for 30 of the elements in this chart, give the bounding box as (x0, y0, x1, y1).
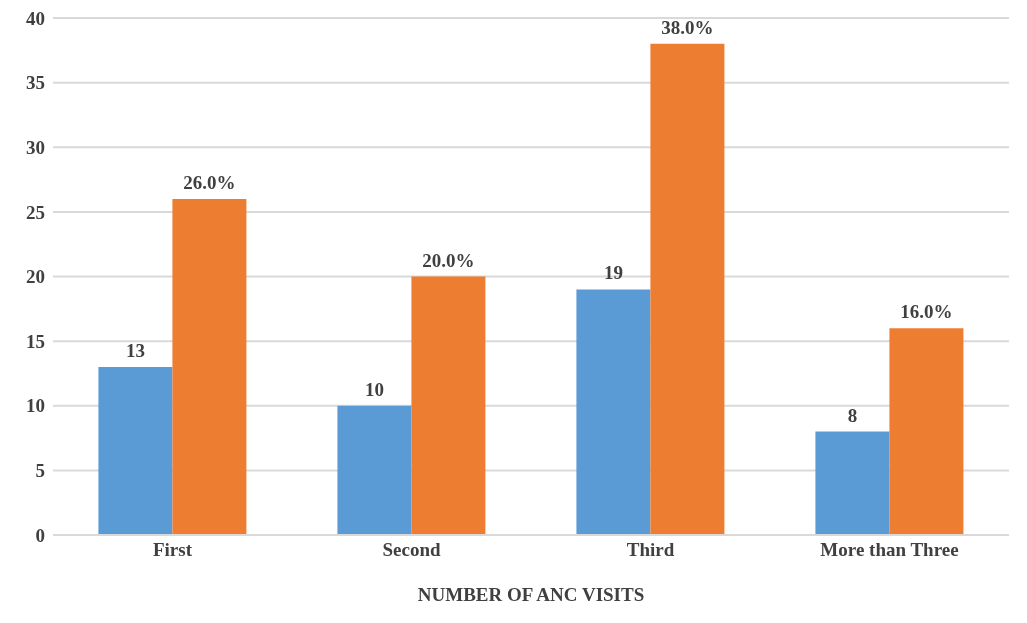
bar (172, 198, 247, 535)
bar (815, 431, 890, 535)
y-tick-label: 40 (26, 7, 45, 29)
y-tick-label: 25 (26, 201, 45, 223)
bar (98, 366, 173, 535)
data-label: 13 (125, 339, 145, 361)
y-tick-label: 30 (26, 136, 45, 158)
data-label: 38.0% (661, 16, 714, 38)
bar (576, 289, 651, 535)
bar (650, 43, 725, 535)
x-tick-label: More than Three (820, 539, 959, 561)
data-label: 19 (603, 262, 623, 284)
x-tick-label: Third (626, 539, 675, 561)
bar (337, 405, 412, 535)
x-axis-title: NUMBER OF ANC VISITS (417, 584, 645, 605)
y-tick-label: 15 (26, 330, 45, 352)
bar (889, 328, 964, 535)
y-tick-label: 5 (35, 460, 45, 482)
y-tick-label: 10 (26, 395, 45, 417)
y-tick-label: 20 (26, 266, 45, 288)
data-label: 16.0% (900, 301, 953, 323)
data-label: 20.0% (422, 249, 475, 271)
bar (411, 276, 486, 535)
data-label: 8 (847, 404, 858, 426)
data-label: 26.0% (183, 171, 236, 193)
y-tick-label: 0 (35, 524, 45, 546)
y-tick-label: 35 (26, 72, 45, 94)
x-tick-label: First (152, 539, 193, 561)
data-label: 10 (364, 378, 384, 400)
x-tick-label: Second (382, 539, 441, 561)
